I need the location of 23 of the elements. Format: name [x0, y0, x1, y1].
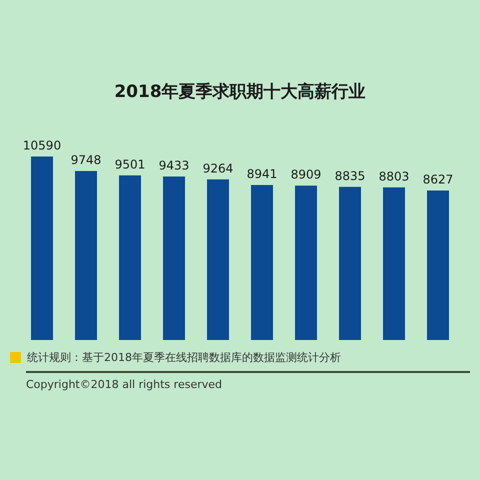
bar: [339, 186, 361, 340]
chart-title: 2018年夏季求职期十大高薪行业: [113, 81, 367, 103]
bar: [31, 156, 53, 340]
data-label: 9433: [158, 158, 190, 173]
bar: [119, 175, 141, 340]
bar: [251, 185, 273, 340]
data-label: 9501: [114, 157, 146, 172]
bar: [295, 186, 317, 340]
bar: [163, 176, 185, 340]
data-label: 9748: [70, 153, 102, 168]
data-label: 8627: [422, 172, 454, 187]
bar: [207, 179, 229, 340]
data-label: 8941: [246, 167, 278, 182]
data-label: 8909: [290, 168, 322, 182]
data-label: 8803: [378, 170, 410, 184]
data-label: 10590: [22, 138, 62, 153]
data-label: 8835: [334, 168, 366, 183]
text: 统计规则：基于2018年夏季在线招聘数据库的数据监测统计分析: [27, 350, 341, 365]
bar: [75, 171, 97, 340]
text: Copyright©2018 all rights reserved: [26, 371, 470, 391]
bar: [383, 187, 405, 340]
data-label: 9264: [202, 162, 234, 176]
bar: [427, 190, 449, 340]
